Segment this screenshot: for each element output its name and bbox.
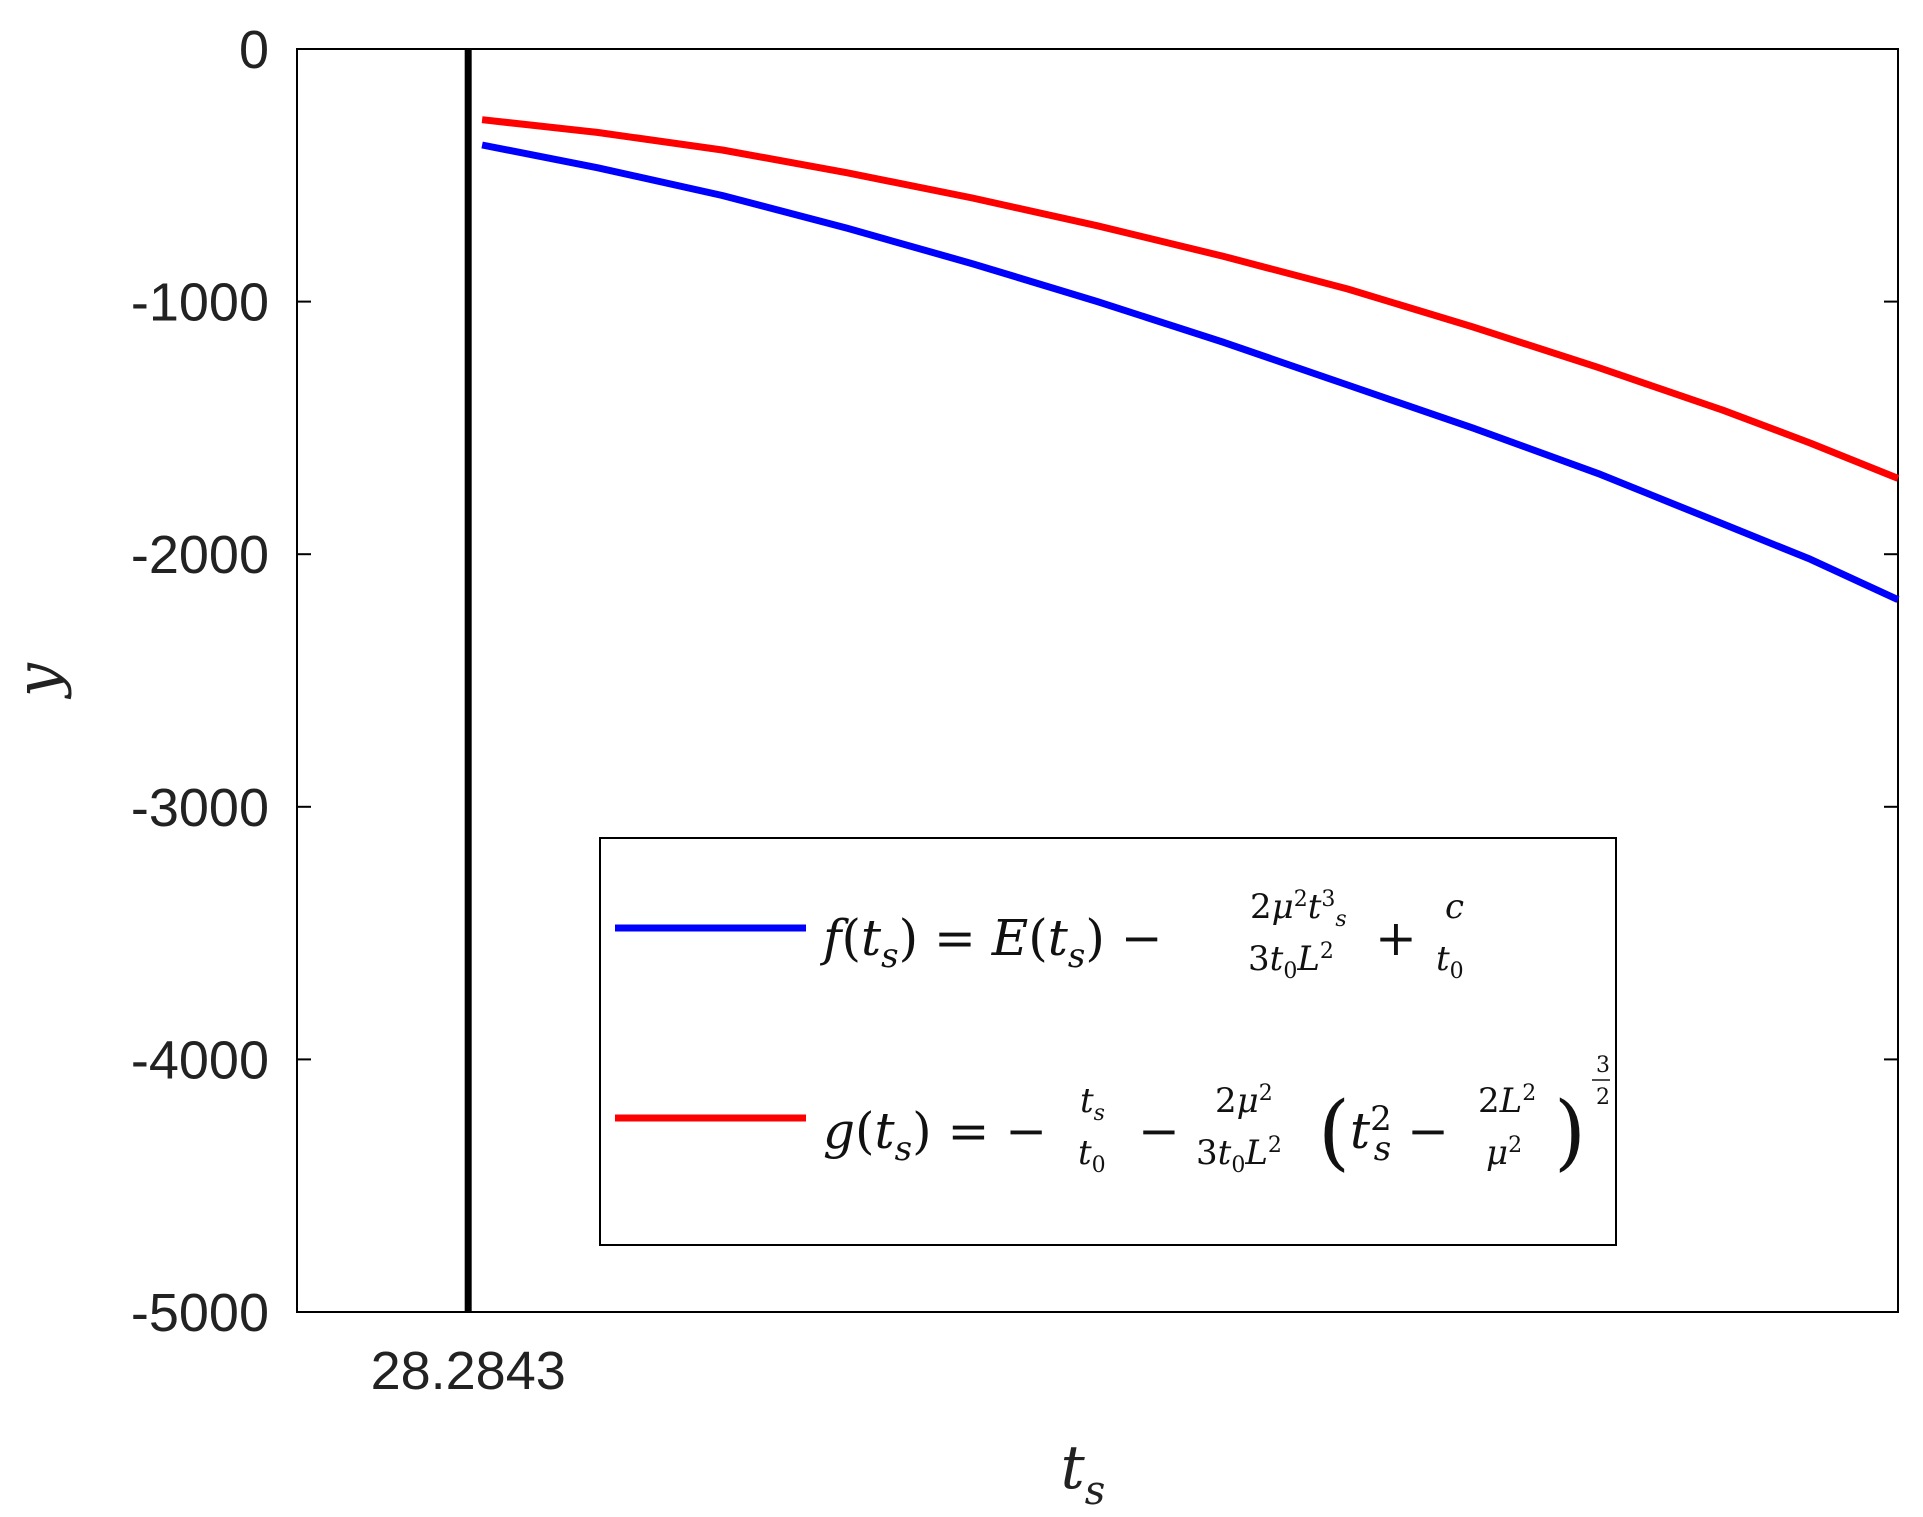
legend-box: [599, 837, 1617, 1246]
x-axis-label-sub: s: [1085, 1468, 1106, 1514]
y-axis-ticks: 0 -1000 -2000 -3000 -4000 -5000: [131, 20, 1898, 1343]
legend-g-paren-close: ): [1554, 1085, 1586, 1180]
legend-g-exponent: 3 2: [1592, 1053, 1610, 1110]
plot-area-frame: [296, 48, 1899, 1313]
legend-g-fraction-1: ts t0: [1078, 1081, 1106, 1178]
legend-label-g: g(ts) = −: [823, 1102, 1047, 1169]
svg-text:2μ2: 2μ2: [1215, 1081, 1273, 1121]
svg-text:t0: t0: [1078, 1133, 1106, 1178]
svg-text:3t0L2: 3t0L2: [1196, 1133, 1282, 1178]
x-tick-label: 28.2843: [371, 1341, 566, 1401]
series-line-f: [481, 141, 1900, 603]
y-tick-label: -2000: [131, 525, 269, 585]
series-line-g: [481, 116, 1900, 482]
legend-f-fraction-1: 2μ2t3s 3t0L2: [1248, 887, 1347, 984]
legend-g-ts2: t2 s −: [1350, 1099, 1449, 1169]
legend-g-fraction-2: 2μ2 3t0L2: [1196, 1081, 1282, 1178]
y-tick-label: -5000: [131, 1283, 269, 1343]
legend-f-fraction-2: c t0: [1436, 887, 1464, 984]
svg-text:μ2: μ2: [1486, 1133, 1522, 1173]
y-tick-label: -1000: [131, 273, 269, 333]
legend: f(ts) = E(ts) − 2μ2t3s 3t0L2 + c t0 g(ts…: [599, 837, 1617, 1246]
y-tick-label: -4000: [131, 1030, 269, 1090]
y-axis-label: y: [3, 662, 73, 700]
svg-text:3: 3: [1596, 1053, 1610, 1078]
legend-label-f: f(ts) = E(ts) −: [819, 909, 1163, 976]
svg-text:t0: t0: [1436, 939, 1464, 984]
svg-text:ts: ts: [1080, 1081, 1105, 1126]
legend-g-minus: −: [1138, 1102, 1180, 1160]
legend-g-paren-open: (: [1318, 1085, 1350, 1180]
series-layer: [481, 116, 1900, 603]
x-axis-label-main: t: [1061, 1433, 1086, 1503]
x-axis-ticks: 28.2843: [371, 1341, 566, 1401]
legend-f-plus: +: [1375, 909, 1417, 967]
y-tick-label: 0: [239, 20, 269, 80]
x-axis-label: ts: [1061, 1433, 1106, 1514]
svg-text:c: c: [1445, 887, 1464, 927]
svg-text:2: 2: [1596, 1085, 1610, 1110]
y-tick-label: -3000: [131, 778, 269, 838]
svg-text:3t0L2: 3t0L2: [1248, 939, 1334, 984]
